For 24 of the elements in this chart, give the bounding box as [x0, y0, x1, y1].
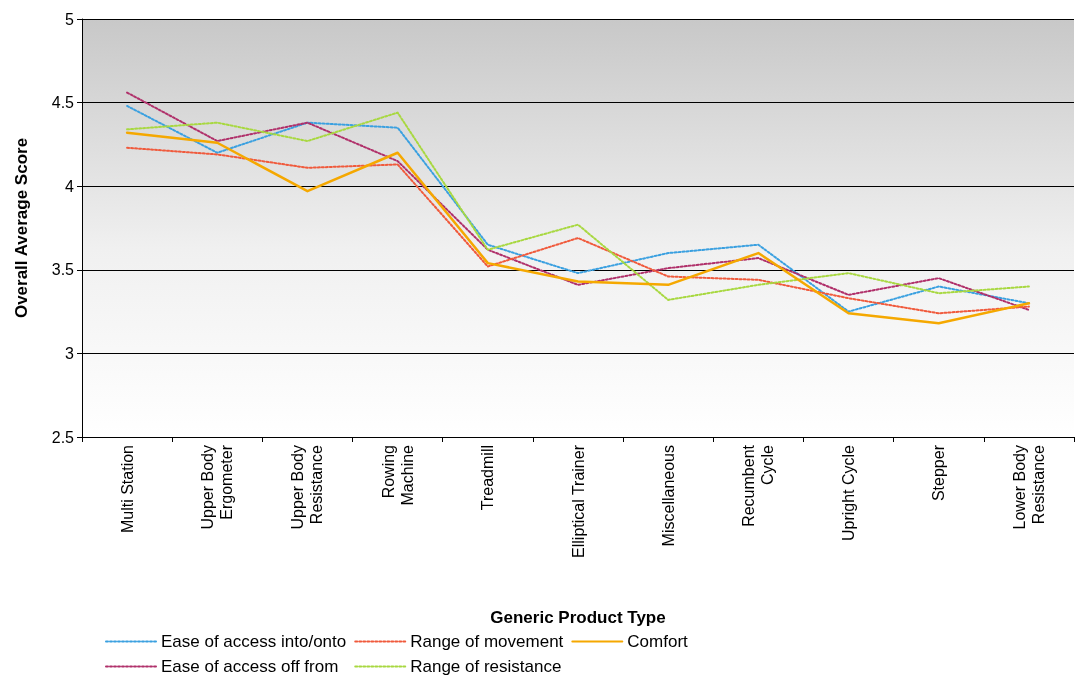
x-axis-title: Generic Product Type — [490, 608, 666, 627]
y-tick-label: 4.5 — [51, 94, 75, 112]
legend-label: Range of movement — [410, 632, 564, 651]
x-tick-label: Multi Station — [118, 445, 136, 534]
legend-label: Range of resistance — [410, 657, 562, 676]
x-tick-label: Elliptical Trainer — [569, 444, 587, 558]
x-tick-label: Upper Body Ergometer — [199, 444, 236, 530]
x-tick-label: Upper Body Resistance — [289, 444, 326, 530]
y-tick-label: 4 — [65, 177, 75, 195]
y-tick-label: 3 — [65, 344, 75, 362]
x-tick-label: Miscellaneous — [659, 445, 677, 547]
x-tick-label: Rowing Machine — [379, 444, 416, 506]
legend-label: Ease of access off from — [161, 657, 339, 676]
y-tick-label: 5 — [65, 10, 75, 28]
x-tick-label: Recumbent Cycle — [740, 444, 777, 527]
legend-label: Comfort — [627, 632, 689, 651]
legend-label: Ease of access into/onto — [161, 632, 347, 651]
x-tick-label: Treadmill — [479, 445, 497, 511]
y-axis-title: Overall Average Score — [12, 137, 31, 319]
x-tick-label: Upright Cycle — [840, 444, 858, 542]
y-tick-label: 3.5 — [51, 261, 75, 279]
x-tick-label: Lower Body Resistance — [1010, 444, 1047, 530]
y-tick-label: 2.5 — [51, 428, 75, 446]
x-tick-label: Stepper — [930, 444, 948, 502]
